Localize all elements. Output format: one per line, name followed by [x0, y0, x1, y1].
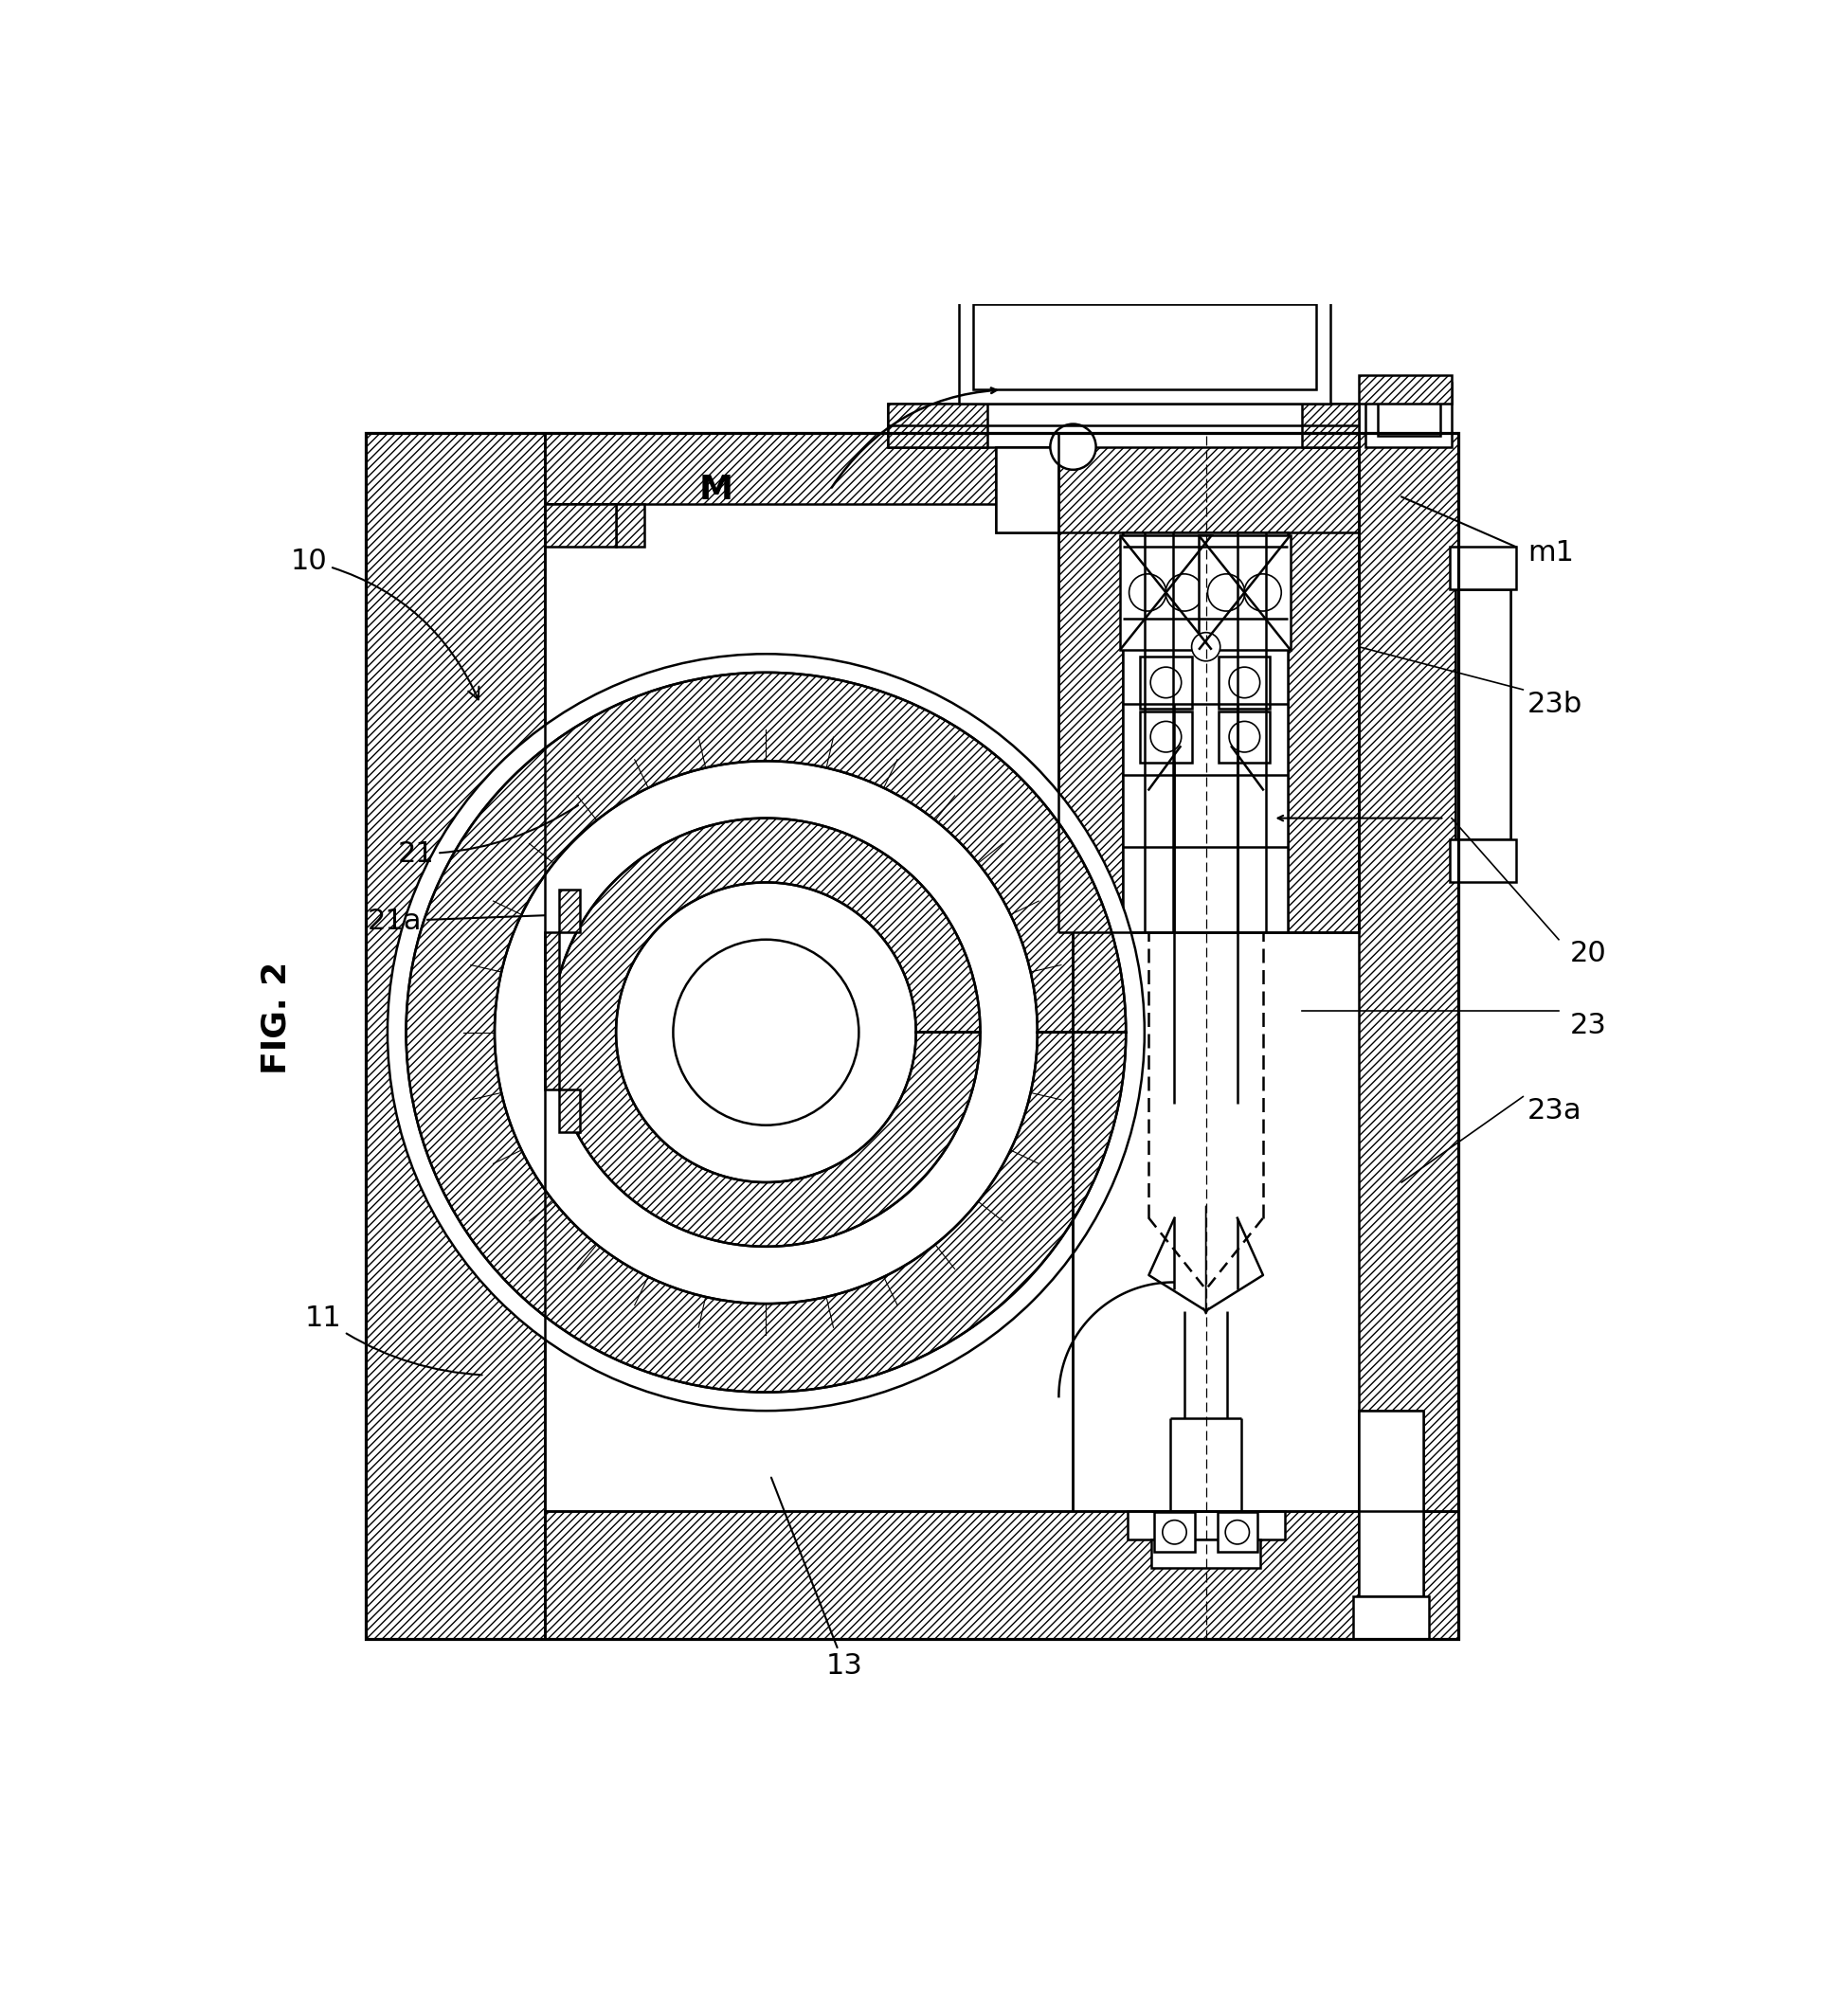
- Text: m1: m1: [1528, 538, 1574, 566]
- Circle shape: [387, 653, 1145, 1411]
- Bar: [1121, 536, 1211, 649]
- Circle shape: [1226, 1520, 1250, 1544]
- Circle shape: [1051, 423, 1097, 470]
- Circle shape: [1229, 722, 1261, 752]
- Bar: [1450, 839, 1515, 883]
- Text: 10: 10: [291, 548, 479, 700]
- Text: 20: 20: [1570, 939, 1607, 968]
- Bar: [1030, 212, 1259, 246]
- Text: 21: 21: [398, 804, 579, 867]
- Bar: [1152, 1540, 1261, 1568]
- Bar: [1122, 532, 1286, 931]
- Bar: [995, 448, 1058, 532]
- Bar: [1358, 1411, 1423, 1597]
- Polygon shape: [1358, 375, 1452, 403]
- Bar: [1218, 712, 1270, 762]
- Bar: [1141, 712, 1192, 762]
- Bar: [1353, 1597, 1428, 1639]
- Bar: [367, 433, 1460, 1639]
- Circle shape: [1207, 575, 1244, 611]
- Circle shape: [1163, 1520, 1187, 1544]
- Bar: [1154, 1512, 1194, 1552]
- Text: M: M: [698, 474, 734, 506]
- Bar: [1198, 536, 1290, 649]
- Polygon shape: [544, 1510, 1460, 1639]
- Polygon shape: [367, 433, 544, 1639]
- Polygon shape: [1058, 433, 1122, 931]
- Bar: [1358, 1411, 1423, 1597]
- Polygon shape: [888, 403, 988, 448]
- Bar: [1218, 1512, 1257, 1552]
- Polygon shape: [1301, 403, 1358, 448]
- Bar: [1128, 1510, 1285, 1540]
- Bar: [1450, 546, 1515, 589]
- Text: 21a: 21a: [367, 907, 546, 935]
- Bar: [1366, 383, 1452, 448]
- Polygon shape: [1058, 433, 1358, 532]
- Bar: [958, 290, 1331, 403]
- Text: 23: 23: [1570, 1012, 1607, 1038]
- Polygon shape: [1358, 433, 1460, 1510]
- Circle shape: [673, 939, 859, 1125]
- Text: 23a: 23a: [1528, 1097, 1581, 1125]
- Circle shape: [1244, 575, 1281, 611]
- Bar: [1052, 185, 1237, 212]
- Bar: [1218, 657, 1270, 708]
- Polygon shape: [544, 889, 581, 1133]
- Text: 13: 13: [770, 1478, 863, 1679]
- Circle shape: [1192, 633, 1220, 661]
- Bar: [1456, 589, 1509, 839]
- Bar: [973, 304, 1316, 389]
- Polygon shape: [544, 504, 616, 546]
- Polygon shape: [1286, 433, 1358, 931]
- Circle shape: [1229, 667, 1261, 698]
- Polygon shape: [551, 818, 980, 1246]
- Text: 11: 11: [304, 1304, 483, 1375]
- Bar: [1008, 246, 1281, 290]
- Circle shape: [1150, 667, 1181, 698]
- Bar: [1141, 657, 1192, 708]
- Circle shape: [1165, 575, 1203, 611]
- Polygon shape: [405, 673, 1126, 1393]
- Bar: [1456, 589, 1509, 839]
- Text: 23b: 23b: [1528, 689, 1583, 718]
- Bar: [1377, 393, 1439, 435]
- Circle shape: [1130, 575, 1167, 611]
- Polygon shape: [544, 504, 645, 546]
- Circle shape: [1150, 722, 1181, 752]
- Bar: [888, 403, 1358, 448]
- Bar: [995, 448, 1058, 532]
- Text: FIG. 2: FIG. 2: [260, 962, 293, 1075]
- Polygon shape: [544, 433, 1073, 504]
